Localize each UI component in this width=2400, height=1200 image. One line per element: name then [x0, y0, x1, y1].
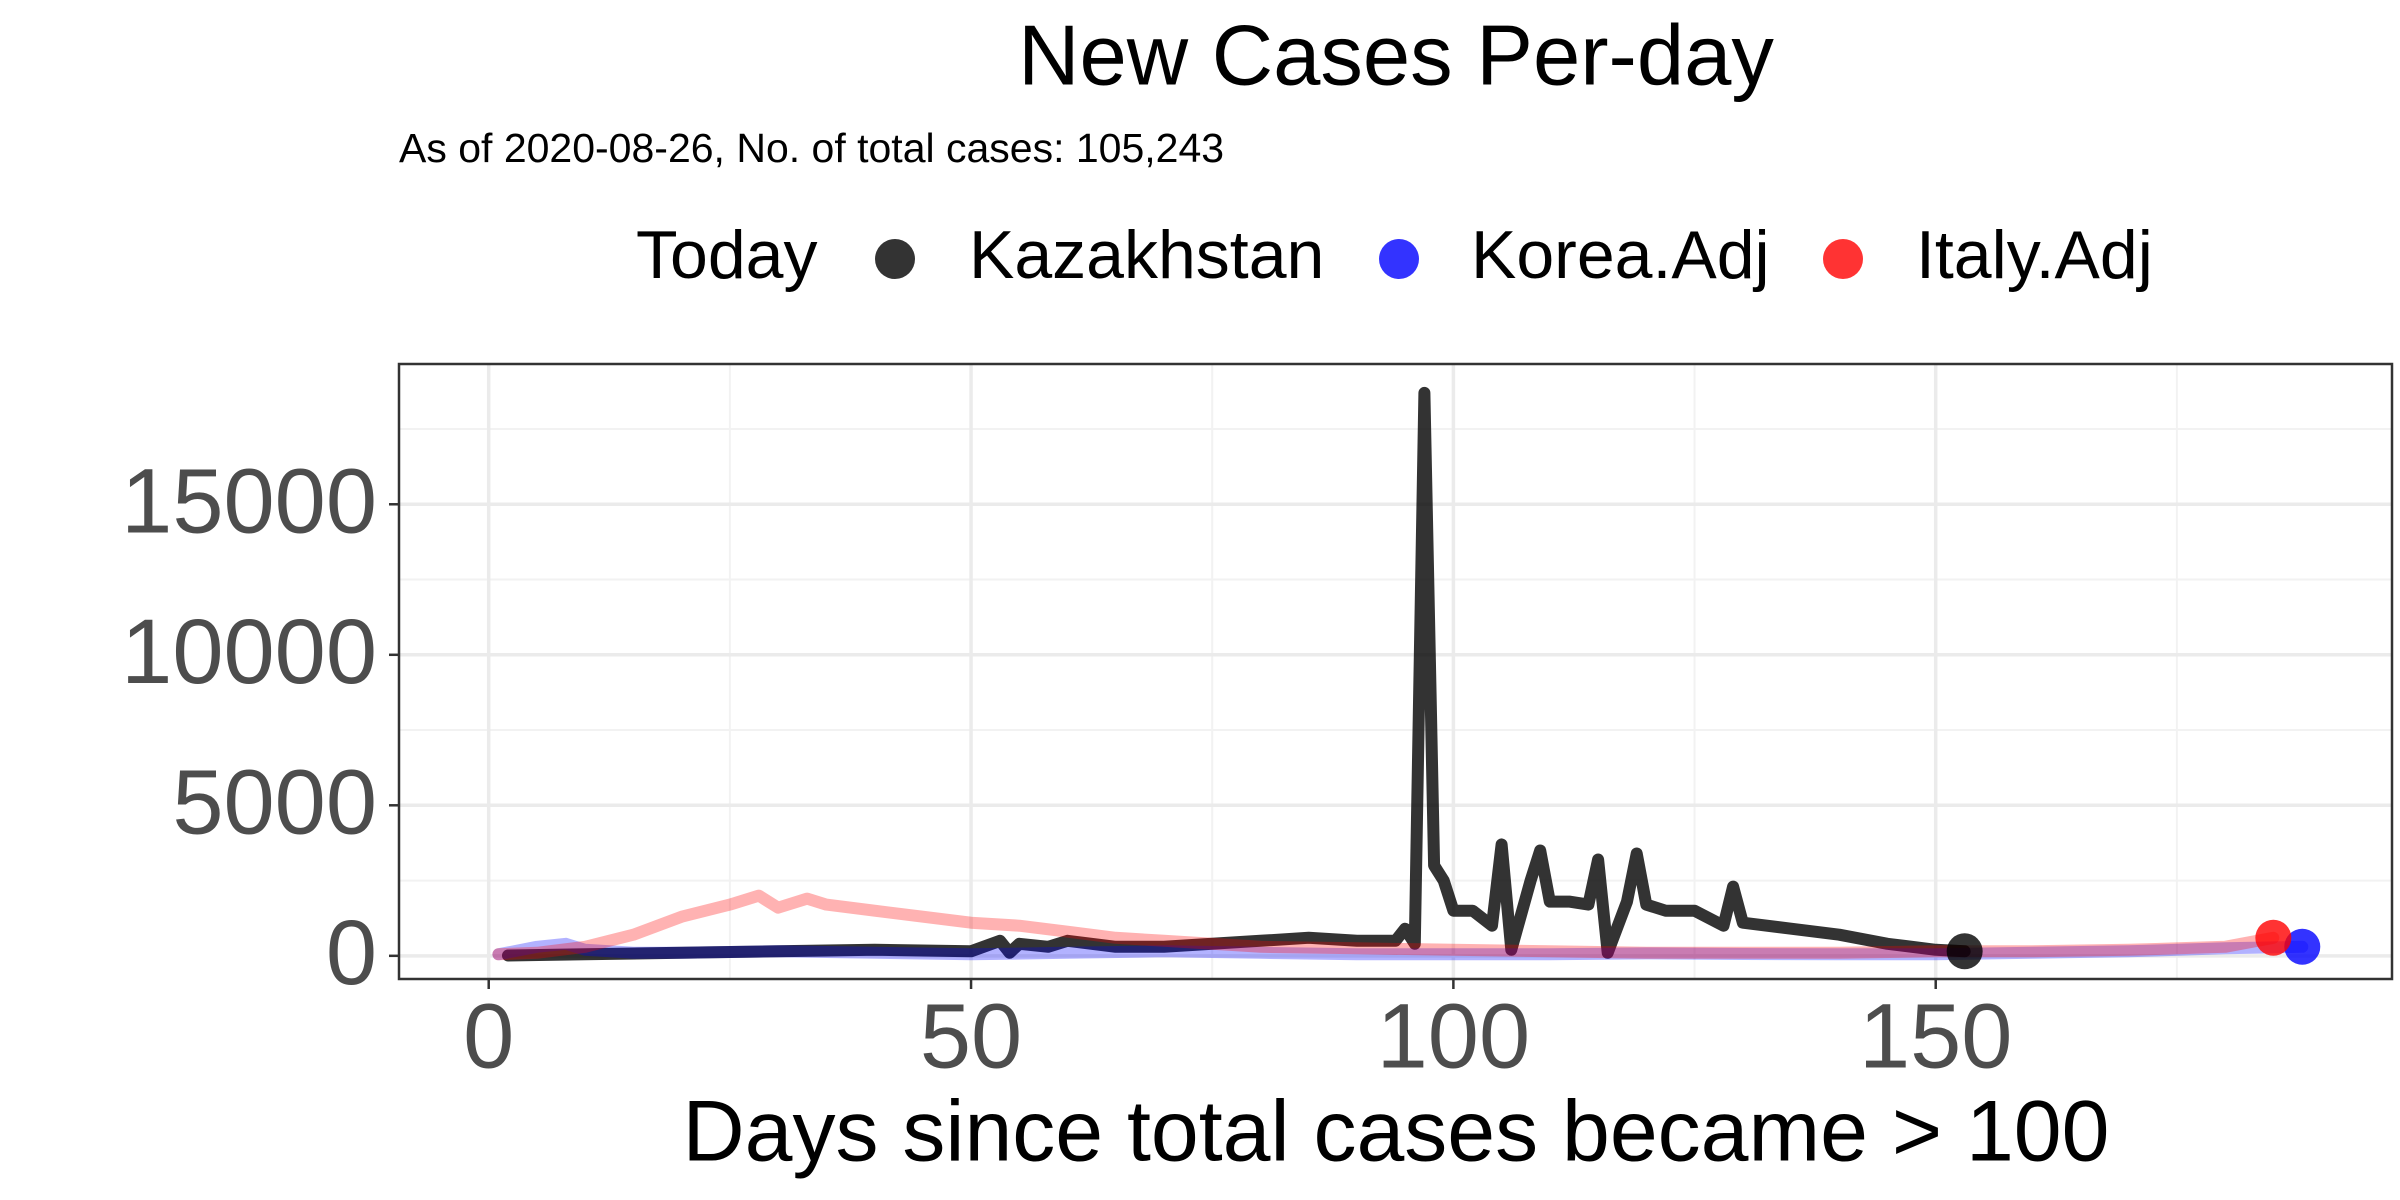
series-line	[502, 386, 1971, 962]
chart-subtitle: As of 2020-08-26, No. of total cases: 10…	[399, 125, 1224, 171]
x-axis-label: Days since total cases became > 100	[683, 1084, 2110, 1180]
y-tick-label: 15000	[121, 451, 377, 553]
today-point	[2255, 919, 2292, 956]
today-point	[1946, 933, 1983, 970]
legend-swatch	[1379, 239, 1419, 279]
x-tick-label: 0	[463, 985, 514, 1087]
legend-label: Kazakhstan	[969, 217, 1324, 293]
plot-border	[397, 362, 2394, 981]
legend-swatch	[875, 239, 915, 279]
chart-title: New Cases Per-day	[1018, 8, 1774, 103]
today-point	[2284, 928, 2321, 965]
legend-label: Italy.Adj	[1916, 217, 2153, 293]
y-tick-label: 10000	[121, 601, 377, 703]
y-tick-label: 5000	[172, 752, 377, 854]
x-tick-label: 100	[1377, 985, 1531, 1087]
legend-swatch	[1823, 239, 1863, 279]
series-line	[492, 889, 2280, 961]
y-tick-label: 0	[326, 902, 377, 1004]
legend-label: Korea.Adj	[1471, 217, 1770, 293]
x-tick-label: 50	[920, 985, 1022, 1087]
legend-title: Today	[636, 217, 817, 293]
x-tick-label: 150	[1859, 985, 2013, 1087]
plot-background	[399, 364, 2392, 979]
